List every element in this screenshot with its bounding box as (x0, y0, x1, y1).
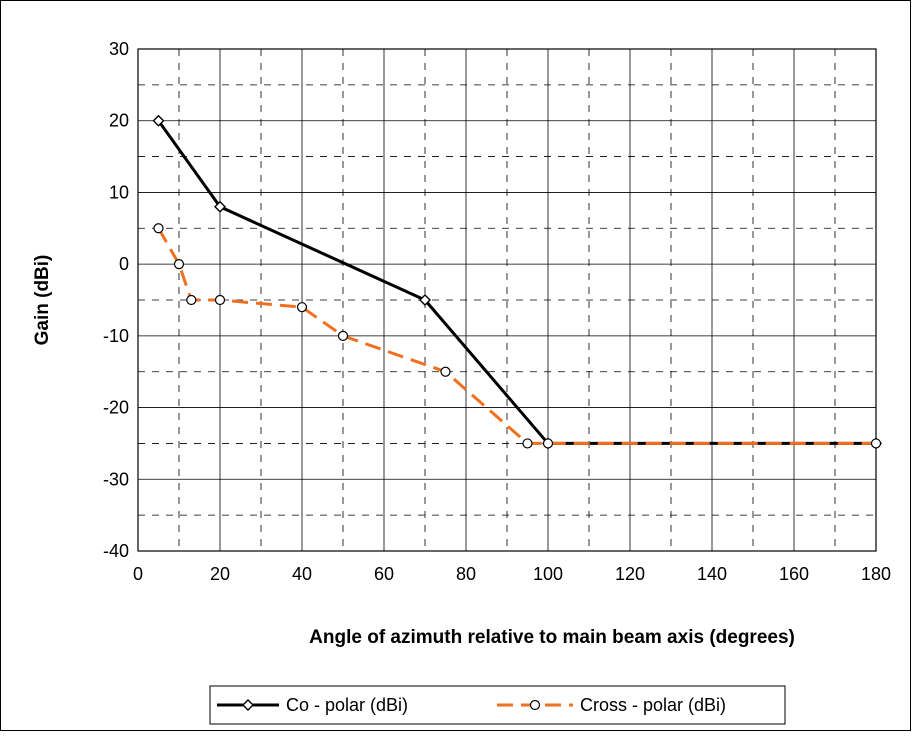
y-tick-label: -40 (103, 541, 129, 561)
legend-label: Co - polar (dBi) (286, 695, 408, 715)
data-point (522, 438, 533, 449)
plot-area (137, 48, 877, 552)
x-tick-label: 60 (374, 564, 394, 584)
y-tick-label: 10 (109, 182, 129, 202)
series-lines (152, 114, 882, 450)
data-point (214, 294, 226, 306)
grid (137, 48, 877, 552)
x-tick-label: 160 (779, 564, 809, 584)
y-tick-label: -30 (103, 469, 129, 489)
legend-marker (242, 699, 254, 711)
data-point (296, 302, 308, 313)
y-tick-label: 20 (109, 111, 129, 131)
y-axis-title: Gain (dBi) (32, 255, 53, 346)
x-tick-label: 40 (292, 564, 312, 584)
data-point (214, 200, 226, 213)
x-axis-title: Angle of azimuth relative to main beam a… (309, 627, 795, 648)
data-point (186, 294, 197, 306)
legend-label: Cross - polar (dBi) (580, 695, 726, 715)
x-tick-label: 140 (697, 564, 727, 584)
data-point (152, 114, 165, 127)
x-tick-label: 80 (456, 564, 476, 584)
data-point (440, 366, 451, 377)
x-tick-label: 100 (533, 564, 563, 584)
series-1 (152, 114, 882, 450)
legend-item-1: Co - polar (dBi) (217, 695, 408, 715)
x-tick-label: 120 (615, 564, 645, 584)
legend: Co - polar (dBi) Cross - polar (dBi) (209, 685, 786, 725)
legend-item-2: Cross - polar (dBi) (497, 695, 726, 715)
data-point (870, 438, 882, 449)
x-tick-label: 0 (133, 564, 143, 584)
y-tick-label: 0 (119, 254, 129, 274)
series-line (157, 119, 876, 445)
data-point (542, 438, 554, 449)
y-tick-label: 30 (109, 39, 129, 59)
data-point (419, 294, 431, 306)
data-point (337, 330, 349, 341)
data-point (173, 259, 185, 270)
axis-ticks: 0 20 40 60 80 100 120 140 160 180 -40 -30 -20 -10 0 10 2… (103, 39, 891, 584)
y-tick-label: -10 (103, 326, 129, 346)
legend-marker (529, 699, 541, 711)
x-tick-label: 180 (861, 564, 891, 584)
data-point (153, 223, 164, 234)
series-2 (153, 223, 882, 449)
series-line (157, 227, 876, 445)
y-tick-label: -20 (103, 398, 129, 418)
x-tick-label: 20 (210, 564, 230, 584)
